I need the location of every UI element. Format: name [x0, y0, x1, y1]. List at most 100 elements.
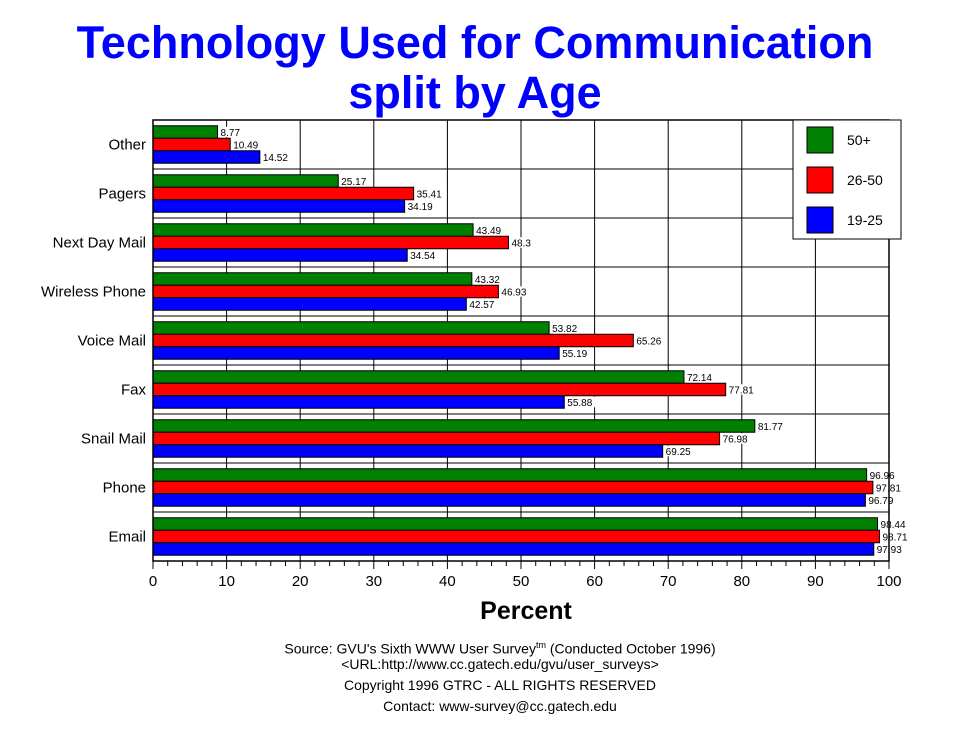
data-label-background — [720, 433, 753, 444]
data-label-background — [472, 273, 505, 285]
bar-50+-wireless-phone — [152, 272, 473, 286]
data-label: 98.71 — [883, 532, 908, 543]
data-label-background — [509, 237, 536, 248]
data-label-background — [405, 200, 438, 212]
x-tick-label: 90 — [807, 573, 824, 590]
data-label: 55.88 — [567, 398, 592, 409]
data-label: 96.96 — [870, 471, 895, 482]
contact-line: Contact: www-survey@cc.gatech.edu — [383, 698, 617, 714]
data-label: 48.3 — [511, 238, 531, 249]
category-label: Other — [108, 137, 146, 154]
trademark-mark: tm — [535, 640, 546, 650]
bar-50+-pagers — [152, 174, 339, 188]
bar-19-25-pagers — [152, 199, 406, 213]
data-label-background — [867, 469, 900, 481]
legend-swatch-19-25 — [806, 206, 834, 234]
data-label-background — [634, 335, 667, 346]
bar-50+-other — [152, 125, 219, 139]
bar-26-50-fax — [152, 382, 727, 397]
legend-swatch-26-50 — [806, 166, 834, 194]
bar-19-25-snail-mail — [152, 444, 664, 458]
bar-19-25-next-day-mail — [152, 248, 408, 262]
bar-50+-fax — [152, 370, 685, 384]
data-label-background — [726, 384, 759, 395]
data-label: 98.44 — [881, 520, 906, 531]
legend-label: 19-25 — [847, 212, 883, 228]
data-label-background — [880, 531, 913, 542]
category-label: Phone — [103, 480, 146, 497]
x-tick-label: 60 — [586, 573, 603, 590]
data-label-background — [874, 543, 907, 555]
data-label: 34.54 — [410, 251, 435, 262]
data-label: 43.32 — [475, 275, 500, 286]
category-label: Wireless Phone — [41, 284, 146, 301]
data-label: 8.77 — [221, 128, 241, 139]
data-label-background — [873, 482, 906, 493]
data-label-background — [408, 249, 441, 261]
data-label: 55.19 — [562, 349, 587, 360]
x-tick-label: 30 — [365, 573, 382, 590]
data-label: 77.81 — [729, 385, 754, 396]
legend-label: 26-50 — [847, 172, 883, 188]
bar-26-50-phone — [152, 480, 874, 495]
data-label-background — [560, 347, 593, 359]
bar-26-50-email — [152, 529, 881, 544]
data-label-background — [467, 298, 500, 310]
category-label: Pagers — [98, 186, 146, 203]
legend-swatch-50+ — [806, 126, 834, 154]
data-label: 43.49 — [476, 226, 501, 237]
bar-50+-snail-mail — [152, 419, 756, 433]
x-tick-label: 10 — [218, 573, 235, 590]
bar-19-25-wireless-phone — [152, 297, 467, 311]
data-label: 35.41 — [417, 189, 442, 200]
x-tick-label: 80 — [733, 573, 750, 590]
data-label: 96.79 — [868, 496, 893, 507]
legend-label: 50+ — [847, 132, 871, 148]
bar-26-50-next-day-mail — [152, 235, 509, 250]
source-line: Source: GVU's Sixth WWW User Surveytm (C… — [0, 636, 970, 658]
bar-50+-voice-mail — [152, 321, 550, 335]
x-tick-label: 50 — [513, 573, 530, 590]
category-label: Voice Mail — [78, 333, 146, 350]
x-tick-label: 70 — [660, 573, 677, 590]
x-tick-label: 100 — [876, 573, 901, 590]
bar-50+-next-day-mail — [152, 223, 474, 237]
data-label: 65.26 — [636, 336, 661, 347]
data-label-background — [755, 420, 788, 432]
data-label-background — [878, 518, 911, 530]
bar-19-25-fax — [152, 395, 565, 409]
copyright-line: Copyright 1996 GTRC - ALL RIGHTS RESERVE… — [344, 677, 656, 693]
data-label: 25.17 — [341, 177, 366, 188]
source-prefix: Source: GVU's Sixth WWW User Survey — [284, 640, 536, 657]
chart-title-line1: Technology Used for Communication — [76, 17, 874, 68]
category-label: Email — [108, 529, 146, 546]
bar-26-50-voice-mail — [152, 333, 634, 348]
data-label: 42.57 — [469, 300, 494, 311]
data-label-background — [550, 322, 583, 334]
bar-19-25-phone — [152, 493, 866, 507]
data-label: 69.25 — [666, 447, 691, 458]
data-label: 76.98 — [723, 434, 748, 445]
data-label-background — [474, 224, 507, 236]
data-label: 46.93 — [501, 287, 526, 298]
bar-26-50-wireless-phone — [152, 284, 499, 299]
x-tick-label: 20 — [292, 573, 309, 590]
data-label: 72.14 — [687, 373, 712, 384]
chart-title-line2: split by Age — [348, 67, 602, 118]
data-label-background — [339, 175, 372, 187]
data-label-background — [414, 188, 447, 199]
bar-50+-email — [152, 517, 879, 531]
data-label-background — [260, 151, 293, 163]
data-label: 53.82 — [552, 324, 577, 335]
data-label-background — [866, 494, 899, 506]
data-label-background — [565, 396, 598, 408]
x-tick-label: 40 — [439, 573, 456, 590]
x-axis-label: Percent — [480, 597, 572, 625]
bar-19-25-other — [152, 150, 261, 164]
data-label: 81.77 — [758, 422, 783, 433]
data-label-background — [684, 371, 717, 383]
category-label: Fax — [121, 382, 147, 399]
x-tick-label: 0 — [149, 573, 157, 590]
category-label: Next Day Mail — [53, 235, 146, 252]
